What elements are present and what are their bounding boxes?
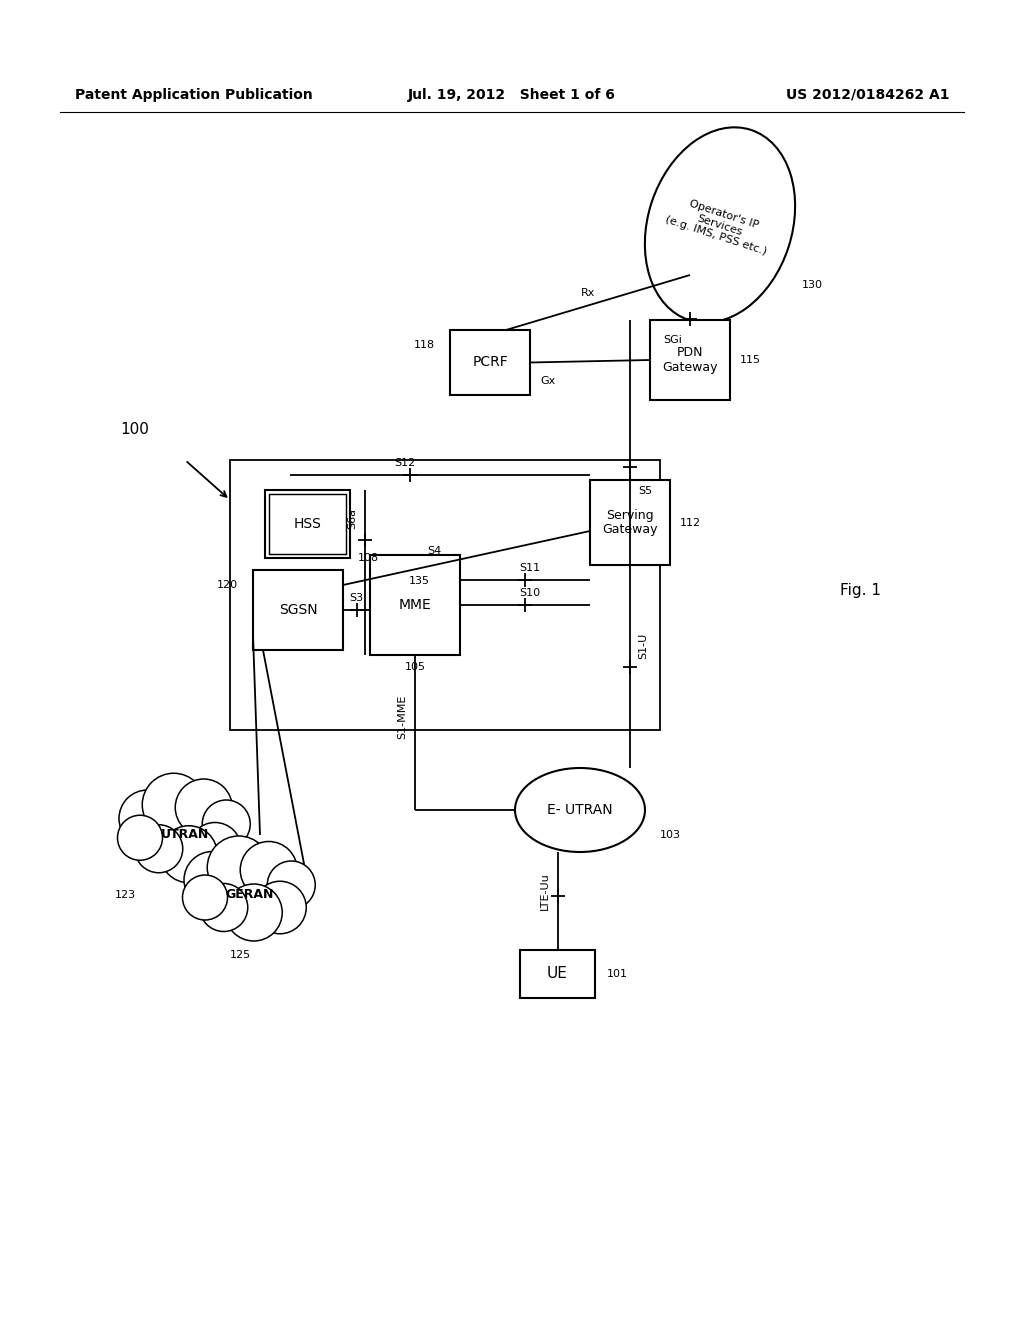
Text: 120: 120	[217, 579, 238, 590]
Text: PDN
Gateway: PDN Gateway	[663, 346, 718, 374]
Text: PCRF: PCRF	[472, 355, 508, 370]
Text: SGi: SGi	[664, 335, 682, 345]
Text: S4: S4	[427, 546, 441, 556]
Circle shape	[118, 816, 163, 861]
Circle shape	[203, 800, 250, 847]
Circle shape	[241, 842, 297, 899]
Text: US 2012/0184262 A1: US 2012/0184262 A1	[786, 88, 950, 102]
Text: 118: 118	[414, 341, 435, 350]
Text: S11: S11	[519, 564, 541, 573]
Text: 103: 103	[660, 830, 681, 840]
Text: S1-U: S1-U	[638, 634, 648, 659]
Circle shape	[175, 779, 232, 836]
Circle shape	[119, 789, 176, 847]
Ellipse shape	[645, 127, 795, 322]
Text: HSS: HSS	[294, 517, 322, 531]
Text: 125: 125	[230, 950, 251, 960]
Ellipse shape	[182, 855, 317, 935]
Circle shape	[267, 861, 315, 909]
Text: Fig. 1: Fig. 1	[840, 582, 881, 598]
Circle shape	[142, 774, 205, 837]
Text: LTE-Uu: LTE-Uu	[540, 873, 550, 909]
Text: 135: 135	[410, 577, 430, 586]
Text: Serving
Gateway: Serving Gateway	[602, 508, 657, 536]
Bar	[450, 330, 530, 395]
Text: 108: 108	[358, 553, 379, 564]
Bar	[230, 459, 660, 730]
Text: Rx: Rx	[581, 288, 595, 297]
Bar	[370, 554, 460, 655]
Text: UE: UE	[547, 966, 568, 982]
Circle shape	[225, 884, 283, 941]
Text: S5: S5	[638, 487, 652, 496]
Text: Gx: Gx	[540, 375, 555, 385]
Text: S12: S12	[394, 458, 416, 469]
Text: S6a: S6a	[347, 508, 357, 529]
Text: Operator's IP
Services
(e.g. IMS, PSS etc.): Operator's IP Services (e.g. IMS, PSS et…	[665, 193, 775, 257]
Text: MME: MME	[398, 598, 431, 612]
Text: Jul. 19, 2012   Sheet 1 of 6: Jul. 19, 2012 Sheet 1 of 6	[408, 88, 616, 102]
Ellipse shape	[118, 791, 253, 879]
Text: UTRAN: UTRAN	[161, 829, 209, 842]
Bar	[590, 480, 670, 565]
Circle shape	[184, 851, 241, 908]
Text: 115: 115	[740, 355, 761, 366]
Circle shape	[182, 875, 227, 920]
Bar	[520, 950, 595, 998]
Text: GERAN: GERAN	[226, 888, 274, 902]
Text: S1-MME: S1-MME	[397, 694, 407, 739]
Circle shape	[207, 836, 270, 899]
Circle shape	[200, 883, 248, 932]
Text: S3: S3	[349, 593, 364, 603]
Circle shape	[160, 826, 217, 883]
Bar	[265, 490, 350, 558]
Text: 105: 105	[404, 663, 426, 672]
Text: Patent Application Publication: Patent Application Publication	[75, 88, 312, 102]
Text: 123: 123	[115, 890, 136, 900]
Circle shape	[254, 882, 306, 933]
Text: 100: 100	[121, 422, 150, 437]
Text: S10: S10	[519, 587, 541, 598]
Text: SGSN: SGSN	[279, 603, 317, 616]
Text: 130: 130	[802, 280, 823, 290]
Circle shape	[188, 822, 242, 875]
Bar	[253, 570, 343, 649]
Bar	[650, 319, 730, 400]
Ellipse shape	[515, 768, 645, 851]
Circle shape	[135, 825, 182, 873]
Text: E- UTRAN: E- UTRAN	[547, 803, 612, 817]
Bar	[269, 494, 346, 554]
Text: 101: 101	[607, 969, 628, 979]
Text: 112: 112	[680, 517, 701, 528]
